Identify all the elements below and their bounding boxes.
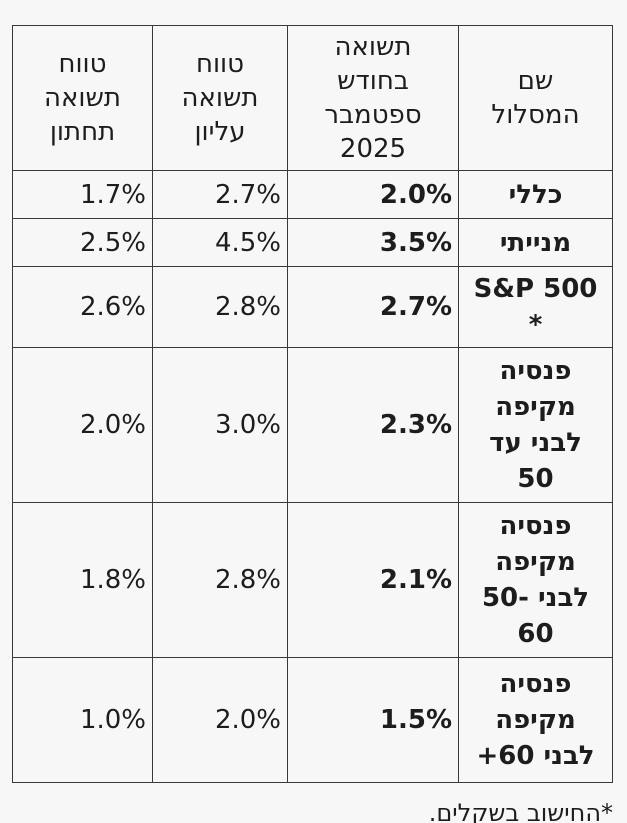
upper-range-cell: 2.8%	[152, 266, 288, 348]
track-name-cell: פנסיה מקיפה לבני 60+	[458, 657, 613, 783]
track-name-cell: מנייתי	[458, 218, 613, 267]
upper-range-cell: 2.8%	[152, 502, 288, 658]
track-name-cell: פנסיה מקיפה לבני ‪50-‬ 60	[458, 502, 613, 658]
header-september-return: תשואה בחודש ספטמבר 2025	[287, 25, 459, 171]
table-row: מנייתי 3.5% 4.5% 2.5%	[12, 218, 613, 267]
september-return-cell: 2.3%	[287, 347, 459, 503]
upper-range-cell: 2.7%	[152, 170, 288, 219]
lower-range-cell: 2.6%	[12, 266, 153, 348]
track-name-cell: פנסיה מקיפה לבני עד 50	[458, 347, 613, 503]
september-return-cell: 2.0%	[287, 170, 459, 219]
lower-range-cell: 1.8%	[12, 502, 153, 658]
lower-range-cell: 1.7%	[12, 170, 153, 219]
september-return-cell: 2.7%	[287, 266, 459, 348]
header-lower-range: טווח תשואה תחתון	[12, 25, 153, 171]
upper-range-cell: 2.0%	[152, 657, 288, 783]
upper-range-cell: 3.0%	[152, 347, 288, 503]
header-row: שם המסלול תשואה בחודש ספטמבר 2025 טווח ת…	[12, 25, 613, 171]
table-row: פנסיה מקיפה לבני ‪50-‬ 60 2.1% 2.8% 1.8%	[12, 502, 613, 658]
track-name-cell: כללי	[458, 170, 613, 219]
upper-range-cell: 4.5%	[152, 218, 288, 267]
header-track-name: שם המסלול	[458, 25, 613, 171]
september-return-cell: 3.5%	[287, 218, 459, 267]
september-return-cell: 2.1%	[287, 502, 459, 658]
table-row: S&P 500 * 2.7% 2.8% 2.6%	[12, 266, 613, 348]
table-row: פנסיה מקיפה לבני עד 50 2.3% 3.0% 2.0%	[12, 347, 613, 503]
footnote: *החישוב בשקלים.	[428, 799, 613, 823]
table-row: כללי 2.0% 2.7% 1.7%	[12, 170, 613, 219]
table-row: פנסיה מקיפה לבני 60+ 1.5% 2.0% 1.0%	[12, 657, 613, 783]
september-return-cell: 1.5%	[287, 657, 459, 783]
lower-range-cell: 2.5%	[12, 218, 153, 267]
header-upper-range: טווח תשואה עליון	[152, 25, 288, 171]
returns-table: שם המסלול תשואה בחודש ספטמבר 2025 טווח ת…	[12, 25, 613, 783]
track-name-cell: S&P 500 *	[458, 266, 613, 348]
lower-range-cell: 2.0%	[12, 347, 153, 503]
lower-range-cell: 1.0%	[12, 657, 153, 783]
